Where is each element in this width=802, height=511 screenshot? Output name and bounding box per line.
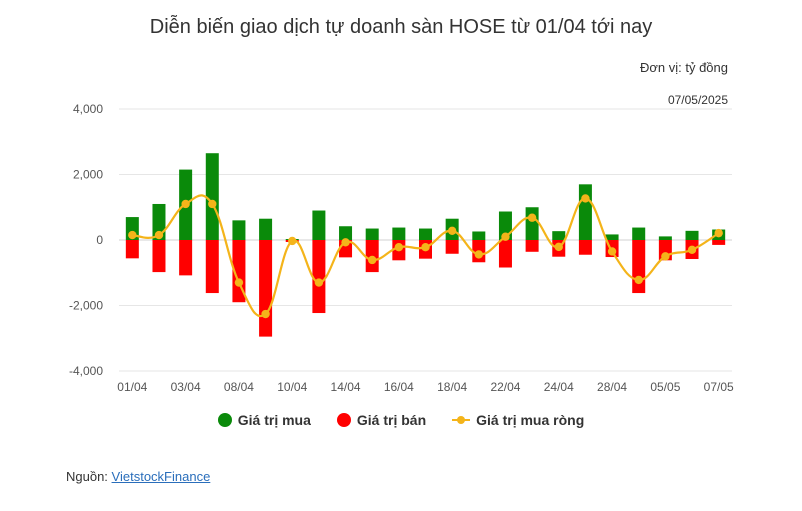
y-tick-label: -4,000 (69, 364, 103, 378)
x-tick-label: 03/04 (171, 380, 201, 394)
bar-buy (552, 231, 566, 240)
net-point (367, 255, 377, 265)
unit-label: Đơn vị: tỷ đồng (639, 60, 728, 75)
x-tick-label: 16/04 (384, 380, 414, 394)
bar-buy (578, 184, 592, 240)
net-point (581, 194, 590, 203)
net-point (501, 232, 510, 241)
bar-sell (152, 240, 166, 273)
net-point (288, 236, 297, 246)
bar-buy (605, 234, 619, 240)
net-point (128, 230, 137, 240)
legend-label-sell: Giá trị bán (356, 412, 427, 428)
bar-sell (578, 240, 592, 255)
net-point (607, 247, 617, 256)
legend-item-buy[interactable]: Giá trị mua (217, 412, 311, 428)
bar-sell (312, 240, 326, 314)
date-label: 07/05/2025 (667, 93, 728, 107)
legend-item-sell[interactable]: Giá trị bán (336, 412, 427, 428)
legend-item-net[interactable]: Giá trị mua ròng (452, 412, 584, 428)
legend-label-net: Giá trị mua ròng (476, 412, 585, 428)
bar-sell (125, 240, 139, 259)
bar-buy (685, 230, 699, 240)
bar-sell (232, 240, 246, 303)
bar-buy (658, 236, 672, 240)
net-point (474, 250, 484, 259)
bar-sell (259, 240, 273, 337)
x-tick-label: 22/04 (490, 380, 520, 394)
net-point (634, 275, 643, 285)
x-tick-label: 24/04 (544, 380, 574, 394)
net-point (341, 238, 350, 247)
net-point (394, 243, 404, 252)
bar-buy (472, 231, 486, 240)
net-point (447, 226, 457, 236)
bar-sell (525, 240, 539, 252)
chart-legend: Giá trị mua Giá trị bán Giá trị mua ròng (0, 412, 802, 428)
x-tick-label: 08/04 (224, 380, 254, 394)
x-tick-label: 07/05 (704, 380, 734, 394)
net-point (687, 245, 697, 255)
y-tick-label: 4,000 (73, 102, 103, 116)
x-tick-label: 28/04 (597, 380, 627, 394)
bar-buy (419, 228, 432, 240)
source-link[interactable]: VietstockFinance (111, 469, 211, 484)
bar-sell (712, 240, 726, 245)
bar-sell (179, 240, 193, 276)
bar-buy (259, 218, 273, 240)
bar-buy (232, 220, 246, 240)
bar-sell (632, 240, 646, 294)
legend-swatch-sell (336, 413, 351, 427)
bar-buy (312, 210, 326, 240)
y-tick-label: 0 (96, 233, 103, 247)
source-note: Nguồn: VietstockFinance (66, 469, 210, 484)
net-point (261, 309, 270, 319)
bar-buy (525, 207, 539, 240)
y-tick-label: 2,000 (73, 168, 103, 182)
chart-title: Diễn biến giao dịch tự doanh sàn HOSE từ… (149, 16, 653, 38)
net-point (314, 278, 324, 287)
net-point (421, 243, 430, 252)
net-point (661, 252, 670, 261)
legend-label-buy: Giá trị mua (237, 412, 311, 428)
bar-sell (205, 240, 219, 294)
source-prefix: Nguồn: (66, 469, 112, 484)
x-tick-label: 05/05 (650, 380, 680, 394)
bar-buy (205, 153, 219, 240)
bar-buy (392, 227, 406, 240)
net-point (234, 278, 244, 287)
net-point (554, 242, 563, 252)
net-point (208, 199, 217, 209)
net-point (154, 230, 164, 240)
bar-buy (152, 203, 166, 240)
bar-sell (445, 240, 459, 254)
bar-sell (498, 240, 512, 268)
bar-buy (339, 226, 353, 240)
net-point (527, 213, 537, 222)
x-tick-label: 01/04 (117, 380, 147, 394)
y-tick-label: -2,000 (69, 299, 103, 313)
legend-swatch-net (452, 413, 471, 427)
legend-swatch-buy (217, 413, 232, 427)
x-tick-label: 18/04 (437, 380, 467, 394)
net-point (714, 228, 723, 238)
net-point (181, 199, 190, 209)
bar-buy (632, 227, 646, 240)
x-tick-label: 14/04 (331, 380, 361, 394)
x-tick-label: 10/04 (277, 380, 307, 394)
bar-buy (365, 228, 379, 240)
